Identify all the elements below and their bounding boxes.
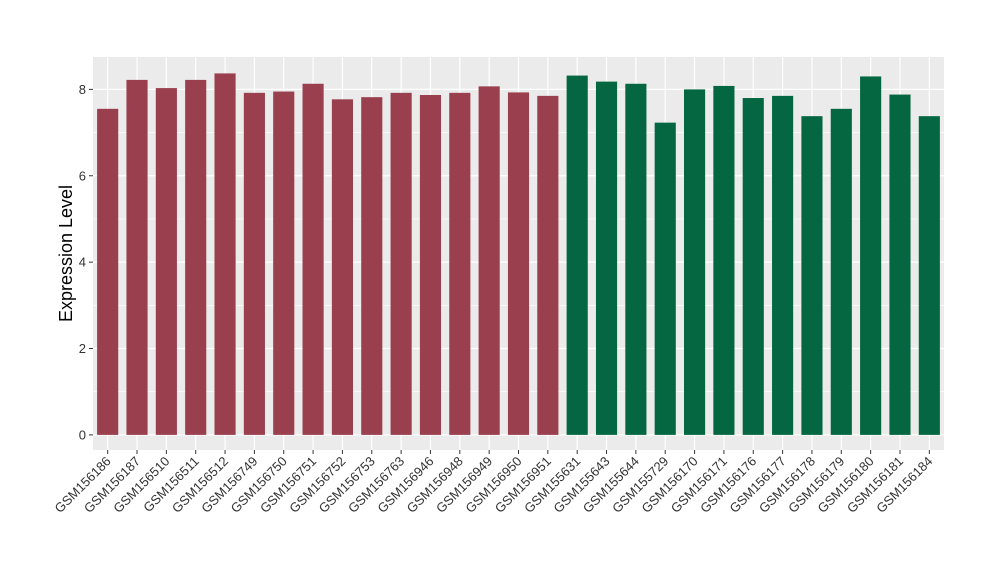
y-axis-title: Expression Level xyxy=(56,185,76,322)
bar-GSM156177 xyxy=(772,95,794,435)
bar-GSM156178 xyxy=(801,116,823,435)
bar-GSM156949 xyxy=(478,86,500,435)
bar-GSM156186 xyxy=(97,108,119,435)
y-tick-label: 6 xyxy=(79,168,86,183)
bars xyxy=(97,73,940,435)
bar-GSM156180 xyxy=(860,76,882,435)
bar-GSM156946 xyxy=(419,95,442,435)
y-tick-label: 4 xyxy=(79,255,86,270)
bar-GSM156510 xyxy=(155,88,177,435)
bar-GSM156749 xyxy=(243,92,265,435)
bar-GSM156752 xyxy=(331,99,353,435)
bar-GSM156170 xyxy=(684,89,706,435)
bar-GSM156948 xyxy=(449,92,471,435)
bar-GSM156950 xyxy=(507,92,530,435)
bar-GSM155729 xyxy=(654,122,676,435)
bar-GSM156176 xyxy=(742,98,764,435)
bar-GSM155631 xyxy=(566,75,588,435)
bar-GSM156763 xyxy=(390,92,412,435)
bar-GSM155643 xyxy=(595,81,618,435)
y-axis: 0 2 4 6 8 xyxy=(79,82,93,442)
y-tick-label: 2 xyxy=(79,341,86,356)
bar-GSM156187 xyxy=(126,79,148,435)
bar-GSM155644 xyxy=(625,83,647,435)
bar-GSM156179 xyxy=(830,108,852,435)
bar-GSM156181 xyxy=(889,94,911,435)
y-tick-label: 0 xyxy=(79,427,86,442)
x-axis: GSM156186GSM156187GSM156510GSM156511GSM1… xyxy=(52,450,935,516)
bar-GSM156751 xyxy=(302,83,324,435)
bar-GSM156750 xyxy=(273,91,295,435)
y-tick-label: 8 xyxy=(79,82,86,97)
bar-GSM156951 xyxy=(537,95,559,435)
bar-GSM156171 xyxy=(713,85,735,435)
bar-GSM156753 xyxy=(361,97,383,435)
bar-GSM156511 xyxy=(185,79,207,435)
bar-GSM156184 xyxy=(918,116,940,435)
bar-GSM156512 xyxy=(214,73,236,435)
